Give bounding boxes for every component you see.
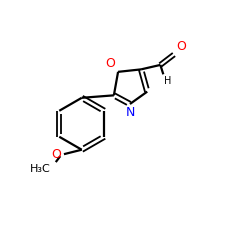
Text: H: H: [164, 76, 172, 86]
Text: O: O: [51, 148, 61, 161]
Text: N: N: [125, 106, 135, 120]
Text: O: O: [105, 57, 115, 70]
Text: H₃C: H₃C: [30, 164, 50, 174]
Text: O: O: [176, 40, 186, 53]
